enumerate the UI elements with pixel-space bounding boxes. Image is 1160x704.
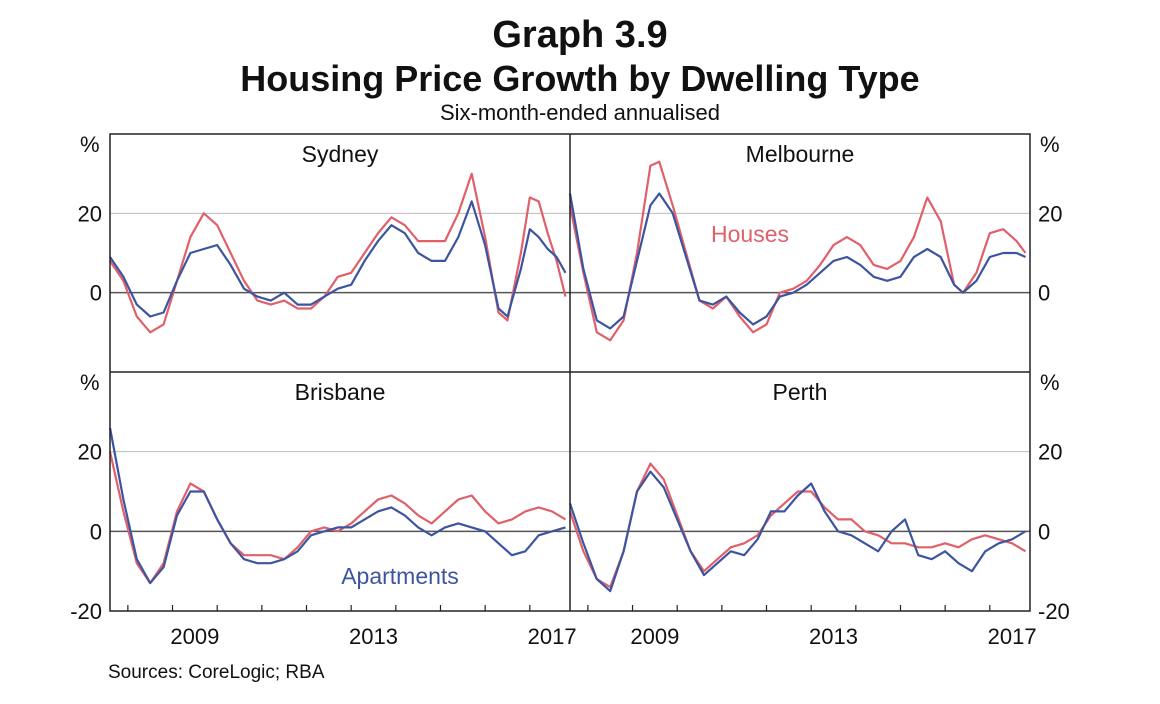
chart-subtitle: Six-month-ended annualised [439,100,721,125]
y-tick-left-0-20: 20 [78,201,102,226]
x-tick-label-1-2017: 2017 [988,624,1037,649]
x-tick-label-0-2009: 2009 [170,624,219,649]
series-apartments-melbourne [568,192,1026,330]
series-houses-sydney [109,172,567,334]
graph-number: Graph 3.9 [492,14,668,56]
y-unit-right-0: % [1040,132,1060,157]
series-apartments-brisbane [108,427,566,585]
y-tick-left-0-0: 0 [90,281,102,306]
y-unit-right-1: % [1040,370,1060,395]
y-tick-left-1-0: 0 [90,519,102,544]
y-tick-right-1-20: 20 [1038,440,1062,465]
x-tick-label-0-2013: 2013 [349,624,398,649]
y-tick-right-1-0: 0 [1038,519,1050,544]
series-houses-perth [568,462,1027,589]
legend-apartments: Apartments [341,563,459,589]
chart-title: Housing Price Growth by Dwelling Type [240,58,920,99]
y-tick-left-1--20: -20 [70,599,102,624]
y-tick-left-1-20: 20 [78,440,102,465]
y-tick-right-0-0: 0 [1038,281,1050,306]
series-houses-brisbane [108,451,567,585]
panel-title-sydney: Sydney [302,141,379,167]
y-unit-left-1: % [80,370,100,395]
x-tick-label-1-2009: 2009 [630,624,679,649]
series-apartments-perth [568,470,1027,593]
y-unit-left-0: % [80,132,100,157]
x-tick-label-1-2013: 2013 [809,624,858,649]
panel-title-brisbane: Brisbane [295,379,386,405]
sources-note: Sources: CoreLogic; RBA [108,662,325,683]
x-tick-label-0-2017: 2017 [528,624,577,649]
series-apartments-sydney [109,200,567,318]
legend-houses: Houses [711,221,789,247]
y-tick-right-1--20: -20 [1038,599,1070,624]
panel-title-melbourne: Melbourne [746,141,855,167]
y-tick-right-0-20: 20 [1038,201,1062,226]
panel-title-perth: Perth [773,379,828,405]
